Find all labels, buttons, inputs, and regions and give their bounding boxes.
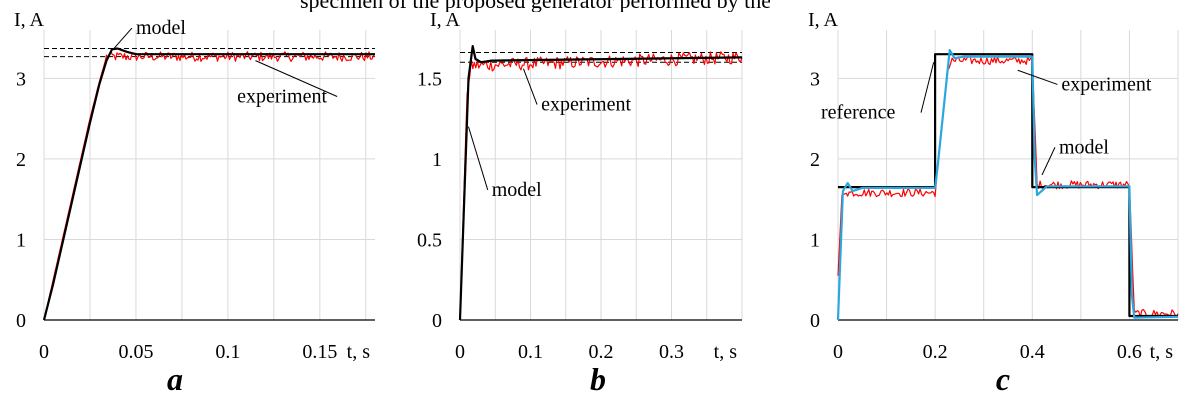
y-axis-label: I, A xyxy=(430,9,461,31)
annotation-model: model xyxy=(1059,136,1109,158)
y-tick-label: 1 xyxy=(810,229,820,251)
y-tick-label: 2 xyxy=(810,149,820,171)
y-tick-label: 3 xyxy=(16,68,26,90)
y-axis-label: I, A xyxy=(14,9,45,31)
annotation-leader xyxy=(113,27,133,49)
x-tick-label: 0 xyxy=(833,341,843,363)
y-tick-label: 1.5 xyxy=(417,68,442,90)
cropped-header-text: specimen of the proposed generator perfo… xyxy=(300,0,770,12)
annotation-experiment: experiment xyxy=(541,94,631,116)
chart-panel-c: 0 1 2 3 0 0.2 0.4 0.6 I, A t, s experiment referenc… xyxy=(808,9,1179,397)
annotation-experiment: experiment xyxy=(1061,73,1151,95)
y-axis-label: I, A xyxy=(808,9,839,31)
series-line-experiment xyxy=(837,56,1179,318)
y-tick-label: 0 xyxy=(432,310,442,332)
series-line-model xyxy=(836,49,1179,321)
x-axis-label: t, s xyxy=(714,341,738,363)
x-tick-label: 0.4 xyxy=(1020,341,1045,363)
annotation-reference: reference xyxy=(821,102,895,124)
x-axis-label: t, s xyxy=(1150,341,1174,363)
y-tick-label: 1 xyxy=(16,229,26,251)
y-tick-label: 0 xyxy=(810,310,820,332)
annotation-leader xyxy=(467,126,489,191)
y-tick-label: 0 xyxy=(16,310,26,332)
y-tick-label: 3 xyxy=(810,68,820,90)
annotation-experiment: experiment xyxy=(237,86,327,108)
y-tick-label: 1 xyxy=(432,149,442,171)
chart-panel-b: 0 0.5 1 1.5 0 0.1 0.2 0.3 I, A t, s experiment mode… xyxy=(417,9,743,397)
annotation-leader xyxy=(1041,147,1056,176)
annotation-leader xyxy=(1017,69,1058,85)
x-tick-label: 0.3 xyxy=(659,341,684,363)
x-tick-label: 0.1 xyxy=(215,341,240,363)
annotation-model: model xyxy=(136,17,186,39)
panel-letter-b: b xyxy=(590,361,606,397)
x-tick-label: 0.1 xyxy=(518,341,543,363)
y-tick-label: 2 xyxy=(16,149,26,171)
chart-panel-a: 0 1 2 3 0 0.05 0.1 0.15 I, A t, s model experiment a xyxy=(14,9,376,397)
x-axis-label: t, s xyxy=(347,341,371,363)
annotation-model: model xyxy=(492,179,542,201)
x-tick-label: 0 xyxy=(455,341,465,363)
x-tick-label: 0.15 xyxy=(302,341,337,363)
y-tick-label: 0.5 xyxy=(417,229,442,251)
panel-letter-a: a xyxy=(167,361,183,397)
series-line-model xyxy=(458,45,743,321)
x-tick-label: 0.2 xyxy=(923,341,948,363)
annotation-leader xyxy=(920,62,935,113)
series-line-reference xyxy=(838,53,1178,318)
series-line-model xyxy=(42,47,375,321)
x-tick-label: 0.05 xyxy=(118,341,153,363)
annotation-leader xyxy=(522,68,538,105)
x-tick-label: 0.6 xyxy=(1117,341,1142,363)
header-fragment: specimen of the proposed generator perfo… xyxy=(300,0,770,12)
panel-letter-c: c xyxy=(996,361,1010,397)
x-tick-label: 0 xyxy=(39,341,49,363)
annotation-leader xyxy=(255,60,338,97)
x-tick-label: 0.2 xyxy=(589,341,614,363)
